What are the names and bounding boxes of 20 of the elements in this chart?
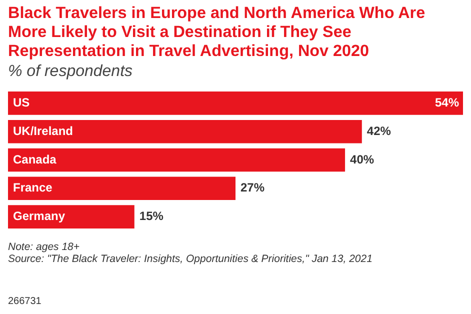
data-label: 40% xyxy=(350,152,374,166)
bar xyxy=(8,92,463,115)
data-label: 15% xyxy=(139,209,164,224)
y-tick-label: US xyxy=(13,96,30,110)
data-label: 54% xyxy=(434,96,460,110)
chart-title: Black Travelers in Europe and North America Who Are More Likely to Visit a Destination if They See Representation in Travel Advertising, Nov 2020 xyxy=(8,4,426,61)
y-tick-label: Germany xyxy=(13,209,66,224)
y-tick-label: Canada xyxy=(13,152,57,166)
data-label: 27% xyxy=(240,180,265,195)
bar xyxy=(8,120,362,144)
text: Note: ages 18+ xyxy=(8,241,81,253)
y-tick-label: UK/Ireland xyxy=(13,124,74,138)
text: 266731 xyxy=(8,296,42,307)
y-tick-label: France xyxy=(13,180,53,195)
bar xyxy=(8,205,134,228)
chart-subtitle: % of respondents xyxy=(8,62,134,82)
bar xyxy=(8,176,236,200)
source-note: Source: "The Black Traveler: Insights, Opportunities & Priorities," Jan 13, 2021 xyxy=(8,253,374,265)
data-label: 42% xyxy=(366,124,392,138)
bar xyxy=(8,148,346,172)
